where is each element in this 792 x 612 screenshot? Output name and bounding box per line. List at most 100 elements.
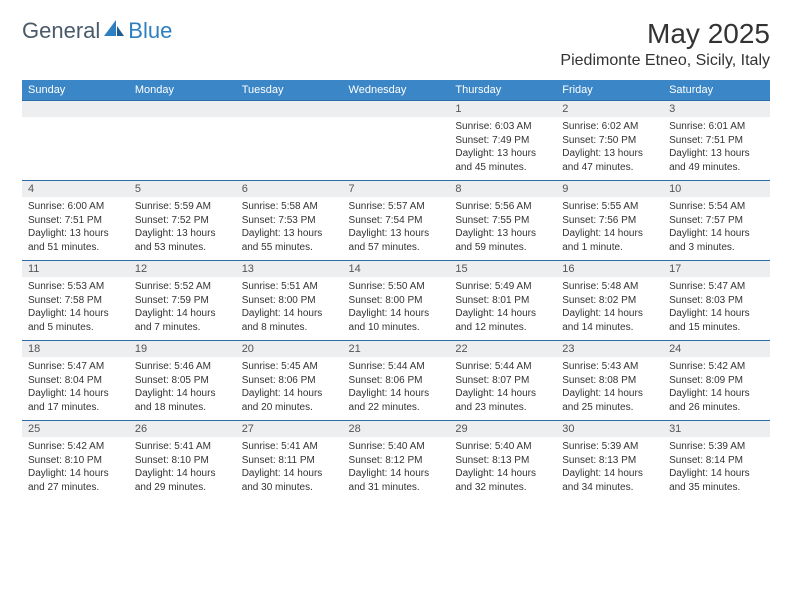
day-details [236, 117, 343, 177]
day-cell: 1Sunrise: 6:03 AMSunset: 7:49 PMDaylight… [449, 100, 556, 180]
daylight-text: Daylight: 13 hours and 53 minutes. [135, 227, 230, 254]
daylight-text: Daylight: 14 hours and 1 minute. [562, 227, 657, 254]
title-block: May 2025 Piedimonte Etneo, Sicily, Italy [560, 18, 770, 76]
sunset-text: Sunset: 8:13 PM [455, 454, 550, 468]
day-cell: 7Sunrise: 5:57 AMSunset: 7:54 PMDaylight… [343, 180, 450, 260]
sunset-text: Sunset: 8:09 PM [669, 374, 764, 388]
day-number: 29 [449, 421, 556, 437]
day-number: 25 [22, 421, 129, 437]
day-details: Sunrise: 5:55 AMSunset: 7:56 PMDaylight:… [556, 197, 663, 260]
day-number: 12 [129, 261, 236, 277]
day-number: 31 [663, 421, 770, 437]
daylight-text: Daylight: 14 hours and 35 minutes. [669, 467, 764, 494]
day-details: Sunrise: 5:44 AMSunset: 8:06 PMDaylight:… [343, 357, 450, 420]
sunrise-text: Sunrise: 5:43 AM [562, 360, 657, 374]
weeks-body: 1Sunrise: 6:03 AMSunset: 7:49 PMDaylight… [22, 100, 770, 500]
day-details: Sunrise: 5:51 AMSunset: 8:00 PMDaylight:… [236, 277, 343, 340]
day-details: Sunrise: 5:41 AMSunset: 8:11 PMDaylight:… [236, 437, 343, 500]
daylight-text: Daylight: 14 hours and 32 minutes. [455, 467, 550, 494]
day-details: Sunrise: 5:42 AMSunset: 8:10 PMDaylight:… [22, 437, 129, 500]
day-cell: 29Sunrise: 5:40 AMSunset: 8:13 PMDayligh… [449, 420, 556, 500]
day-details: Sunrise: 5:42 AMSunset: 8:09 PMDaylight:… [663, 357, 770, 420]
col-monday: Monday [129, 80, 236, 100]
day-details: Sunrise: 5:47 AMSunset: 8:04 PMDaylight:… [22, 357, 129, 420]
day-details: Sunrise: 5:39 AMSunset: 8:13 PMDaylight:… [556, 437, 663, 500]
day-cell: 20Sunrise: 5:45 AMSunset: 8:06 PMDayligh… [236, 340, 343, 420]
sunset-text: Sunset: 7:55 PM [455, 214, 550, 228]
day-number: 24 [663, 341, 770, 357]
day-cell: 3Sunrise: 6:01 AMSunset: 7:51 PMDaylight… [663, 100, 770, 180]
sunset-text: Sunset: 7:52 PM [135, 214, 230, 228]
day-cell: 17Sunrise: 5:47 AMSunset: 8:03 PMDayligh… [663, 260, 770, 340]
day-cell: 11 Sunrise: 5:53 AMSunset: 7:58 PMDayligh… [22, 260, 129, 340]
day-number [22, 101, 129, 117]
sunrise-text: Sunrise: 5:49 AM [455, 280, 550, 294]
week-row: 25Sunrise: 5:42 AMSunset: 8:10 PMDayligh… [22, 420, 770, 500]
day-cell: 22Sunrise: 5:44 AMSunset: 8:07 PMDayligh… [449, 340, 556, 420]
day-number [343, 101, 450, 117]
sunset-text: Sunset: 8:06 PM [349, 374, 444, 388]
daylight-text: Daylight: 13 hours and 59 minutes. [455, 227, 550, 254]
day-details: Sunrise: 5:48 AMSunset: 8:02 PMDaylight:… [556, 277, 663, 340]
day-number: 27 [236, 421, 343, 437]
day-cell: 12Sunrise: 5:52 AMSunset: 7:59 PMDayligh… [129, 260, 236, 340]
day-number: 26 [129, 421, 236, 437]
day-cell: 10Sunrise: 5:54 AMSunset: 7:57 PMDayligh… [663, 180, 770, 260]
day-details [22, 117, 129, 177]
day-details: Sunrise: 6:00 AMSunset: 7:51 PMDaylight:… [22, 197, 129, 260]
day-details [129, 117, 236, 177]
day-number: 16 [556, 261, 663, 277]
sunrise-text: Sunrise: 5:39 AM [562, 440, 657, 454]
sunset-text: Sunset: 7:51 PM [28, 214, 123, 228]
daylight-text: Daylight: 14 hours and 3 minutes. [669, 227, 764, 254]
day-details: Sunrise: 6:03 AMSunset: 7:49 PMDaylight:… [449, 117, 556, 180]
sunset-text: Sunset: 7:58 PM [28, 294, 123, 308]
daylight-text: Daylight: 14 hours and 5 minutes. [28, 307, 123, 334]
daylight-text: Daylight: 14 hours and 15 minutes. [669, 307, 764, 334]
day-number: 2 [556, 101, 663, 117]
daylight-text: Daylight: 14 hours and 25 minutes. [562, 387, 657, 414]
sunset-text: Sunset: 7:54 PM [349, 214, 444, 228]
day-cell: 23Sunrise: 5:43 AMSunset: 8:08 PMDayligh… [556, 340, 663, 420]
week-row: 4Sunrise: 6:00 AMSunset: 7:51 PMDaylight… [22, 180, 770, 260]
day-number [236, 101, 343, 117]
day-cell: 31Sunrise: 5:39 AMSunset: 8:14 PMDayligh… [663, 420, 770, 500]
sunset-text: Sunset: 7:49 PM [455, 134, 550, 148]
day-number: 15 [449, 261, 556, 277]
day-details: Sunrise: 5:54 AMSunset: 7:57 PMDaylight:… [663, 197, 770, 260]
sunrise-text: Sunrise: 5:58 AM [242, 200, 337, 214]
col-wednesday: Wednesday [343, 80, 450, 100]
sunset-text: Sunset: 7:59 PM [135, 294, 230, 308]
day-details [343, 117, 450, 177]
sunset-text: Sunset: 8:00 PM [349, 294, 444, 308]
day-details: Sunrise: 6:02 AMSunset: 7:50 PMDaylight:… [556, 117, 663, 180]
daylight-text: Daylight: 14 hours and 17 minutes. [28, 387, 123, 414]
sunrise-text: Sunrise: 6:01 AM [669, 120, 764, 134]
sunrise-text: Sunrise: 5:53 AM [28, 280, 123, 294]
day-cell [343, 100, 450, 180]
day-number: 11 [22, 261, 129, 277]
sunset-text: Sunset: 8:07 PM [455, 374, 550, 388]
day-cell: 25Sunrise: 5:42 AMSunset: 8:10 PMDayligh… [22, 420, 129, 500]
day-details: Sunrise: 5:49 AMSunset: 8:01 PMDaylight:… [449, 277, 556, 340]
day-number: 9 [556, 181, 663, 197]
sunrise-text: Sunrise: 5:56 AM [455, 200, 550, 214]
sunrise-text: Sunrise: 5:40 AM [349, 440, 444, 454]
day-cell: 27Sunrise: 5:41 AMSunset: 8:11 PMDayligh… [236, 420, 343, 500]
sunrise-text: Sunrise: 6:03 AM [455, 120, 550, 134]
day-cell: 6Sunrise: 5:58 AMSunset: 7:53 PMDaylight… [236, 180, 343, 260]
day-details: Sunrise: 5:44 AMSunset: 8:07 PMDaylight:… [449, 357, 556, 420]
day-number: 22 [449, 341, 556, 357]
day-details: Sunrise: 5:46 AMSunset: 8:05 PMDaylight:… [129, 357, 236, 420]
daylight-text: Daylight: 13 hours and 55 minutes. [242, 227, 337, 254]
day-cell: 30Sunrise: 5:39 AMSunset: 8:13 PMDayligh… [556, 420, 663, 500]
sunset-text: Sunset: 7:50 PM [562, 134, 657, 148]
sunset-text: Sunset: 7:51 PM [669, 134, 764, 148]
week-row: 11Sunrise: 5:53 AMSunset: 7:58 PMDayligh… [22, 260, 770, 340]
day-number: 1 [449, 101, 556, 117]
day-details: Sunrise: 5:58 AMSunset: 7:53 PMDaylight:… [236, 197, 343, 260]
daylight-text: Daylight: 14 hours and 27 minutes. [28, 467, 123, 494]
day-cell: 16Sunrise: 5:48 AMSunset: 8:02 PMDayligh… [556, 260, 663, 340]
sunrise-text: Sunrise: 6:00 AM [28, 200, 123, 214]
day-details: Sunrise: 5:40 AMSunset: 8:12 PMDaylight:… [343, 437, 450, 500]
